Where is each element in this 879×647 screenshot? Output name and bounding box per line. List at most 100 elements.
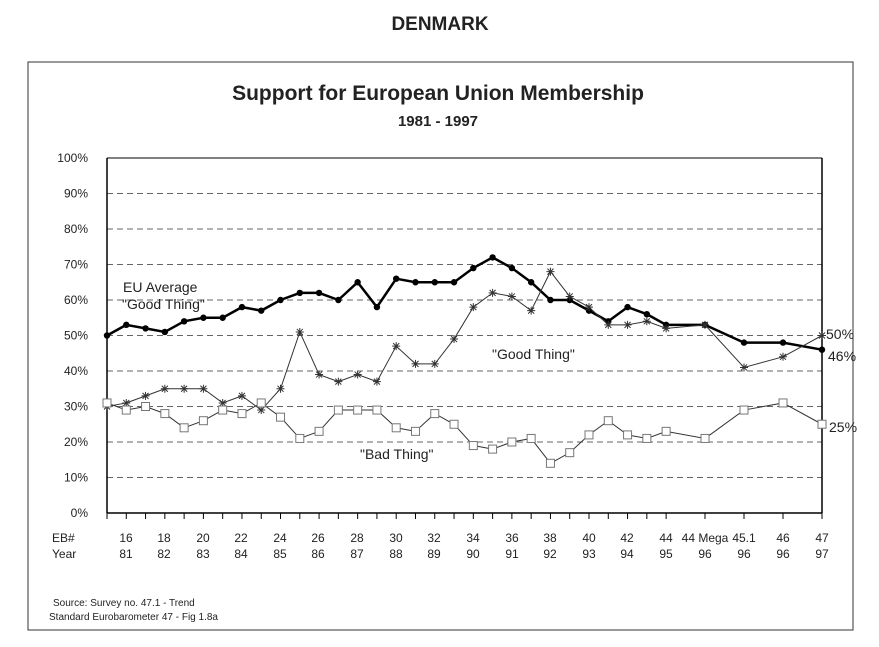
y-tick-label: 60%: [64, 293, 88, 307]
data-point-bad-thing: [700, 433, 710, 443]
data-point-eu-average: [547, 296, 554, 304]
x-tick-eb: 16: [119, 531, 133, 545]
year-row-label: Year: [52, 547, 76, 561]
x-tick-eb: 44 Mega: [682, 531, 729, 545]
data-point-good-thing: [565, 292, 574, 301]
data-point-bad-thing: [218, 405, 228, 415]
data-point-good-thing: [430, 359, 439, 368]
data-point-eu-average: [123, 321, 130, 329]
data-point-bad-thing: [449, 419, 459, 429]
data-point-eu-average: [258, 307, 265, 314]
x-tick-eb: 30: [389, 531, 403, 545]
data-point-bad-thing: [545, 458, 555, 468]
x-tick-year: 95: [659, 547, 673, 561]
x-tick-year: 90: [466, 547, 480, 561]
data-point-eu-average: [818, 346, 826, 353]
x-tick-eb: 26: [311, 531, 325, 545]
x-tick-eb: 18: [157, 531, 171, 545]
data-point-bad-thing: [507, 437, 517, 447]
data-point-bad-thing: [372, 405, 382, 415]
data-point-bad-thing: [488, 444, 498, 454]
data-point-good-thing: [392, 342, 401, 351]
data-point-good-thing: [276, 384, 285, 393]
data-point-eu-average: [335, 296, 342, 304]
data-point-good-thing: [527, 306, 536, 315]
x-tick-year: 88: [389, 547, 403, 561]
y-tick-label: 40%: [64, 364, 88, 378]
x-tick-year: 96: [737, 547, 751, 561]
x-tick-eb: 32: [427, 531, 441, 545]
data-point-bad-thing: [141, 402, 151, 411]
x-tick-year: 94: [620, 547, 634, 561]
y-tick-label: 90%: [64, 187, 88, 201]
x-tick-year: 97: [815, 547, 829, 561]
y-tick-label: 100%: [57, 151, 88, 165]
chart-title: Support for European Union Membership: [232, 82, 644, 105]
data-point-bad-thing: [430, 409, 440, 419]
end-label-eu: 46%: [828, 348, 856, 364]
data-point-bad-thing: [333, 405, 343, 415]
annotation-bad-thing: "Bad Thing": [360, 446, 434, 462]
data-point-good-thing: [199, 384, 208, 393]
data-point-eu-average: [373, 303, 381, 311]
y-tick-label: 70%: [64, 258, 88, 272]
data-point-eu-average: [103, 332, 111, 339]
x-tick-eb: 46: [776, 531, 790, 545]
data-point-good-thing: [662, 324, 671, 333]
x-tick-eb: 44: [659, 531, 673, 545]
end-label-bad: 25%: [829, 419, 857, 435]
x-tick-year: 96: [776, 547, 790, 561]
data-point-bad-thing: [121, 405, 131, 415]
data-point-bad-thing: [642, 433, 652, 443]
y-tick-label: 0%: [71, 506, 89, 520]
data-point-bad-thing: [468, 441, 478, 451]
data-point-eu-average: [200, 314, 207, 321]
y-tick-label: 50%: [64, 329, 88, 343]
data-point-eu-average: [643, 311, 651, 318]
data-point-eu-average: [740, 339, 748, 346]
data-point-bad-thing: [623, 430, 633, 440]
data-point-eu-average: [489, 254, 496, 261]
data-point-bad-thing: [565, 448, 575, 458]
y-tick-label: 80%: [64, 222, 88, 236]
annotation-eu-average: EU Average: [123, 279, 198, 295]
x-tick-eb: 38: [543, 531, 557, 545]
x-tick-eb: 34: [466, 531, 480, 545]
data-point-good-thing: [585, 303, 593, 312]
data-point-eu-average: [296, 289, 303, 297]
x-tick-year: 81: [119, 547, 133, 561]
data-point-good-thing: [411, 359, 420, 368]
data-point-good-thing: [237, 391, 246, 400]
data-point-good-thing: [218, 398, 227, 407]
data-point-eu-average: [142, 325, 149, 332]
data-point-good-thing: [642, 317, 651, 326]
data-point-eu-average: [238, 303, 246, 311]
data-point-good-thing: [334, 377, 343, 386]
x-tick-year: 87: [350, 547, 364, 561]
data-point-good-thing: [623, 320, 632, 329]
series-line-1: [106, 270, 823, 411]
data-point-eu-average: [219, 314, 226, 321]
data-point-bad-thing: [603, 416, 613, 426]
annotation-good-thing: "Good Thing": [492, 346, 575, 362]
data-point-bad-thing: [160, 409, 170, 419]
series-line-2: [106, 402, 823, 464]
data-point-good-thing: [779, 352, 787, 361]
data-point-eu-average: [431, 279, 438, 286]
data-point-good-thing: [122, 398, 131, 407]
data-point-bad-thing: [778, 398, 788, 408]
x-tick-eb: 20: [196, 531, 210, 545]
x-tick-year: 85: [273, 547, 287, 561]
data-point-good-thing: [740, 363, 748, 372]
data-point-good-thing: [701, 320, 709, 329]
y-tick-label: 10%: [64, 471, 88, 485]
data-point-bad-thing: [353, 405, 363, 415]
data-point-bad-thing: [179, 423, 189, 433]
data-point-bad-thing: [237, 409, 247, 419]
data-point-bad-thing: [661, 426, 671, 436]
x-tick-year: 82: [157, 547, 171, 561]
x-tick-year: 91: [505, 547, 519, 561]
data-point-eu-average: [393, 275, 400, 282]
eb-row-label: EB#: [52, 531, 75, 545]
data-point-eu-average: [354, 279, 361, 286]
